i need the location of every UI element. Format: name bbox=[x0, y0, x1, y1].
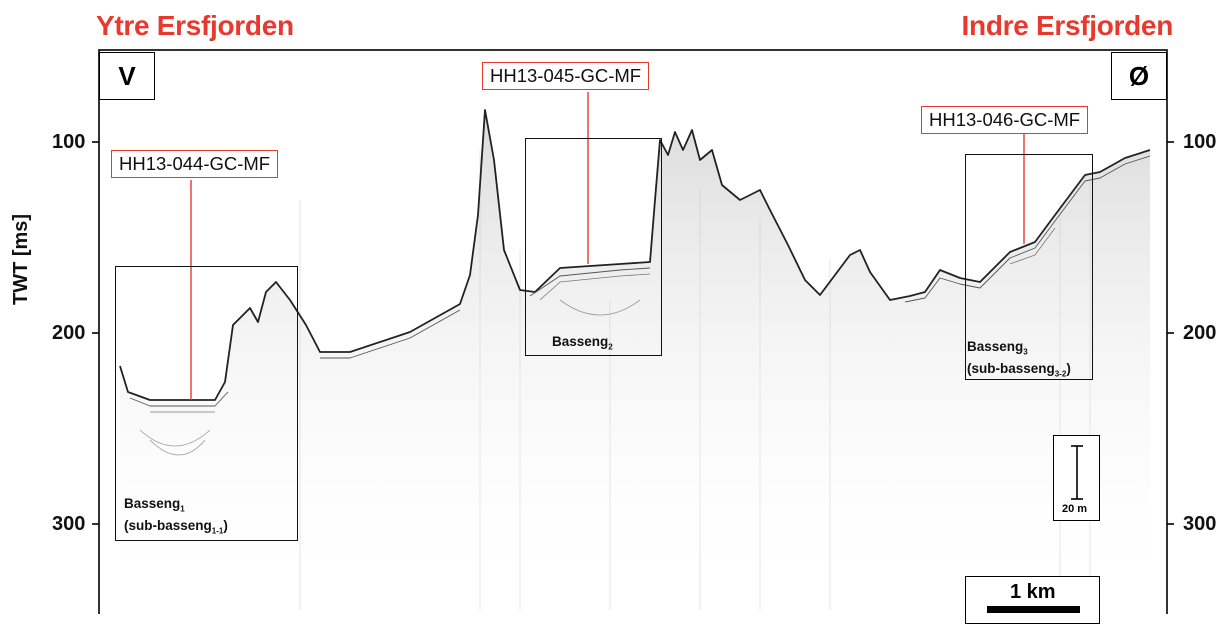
basin-3-sub-subscript: 3-2 bbox=[1054, 369, 1067, 379]
sub-bottom-reflectors bbox=[139, 299, 641, 456]
core-lines bbox=[190, 92, 1025, 400]
horizontal-scale-box: 1 km bbox=[965, 576, 1100, 624]
y-axis-title: TWT [ms] bbox=[10, 213, 32, 305]
vertical-scale-label: 20 m bbox=[1062, 503, 1088, 515]
basin-1-sub-close: ) bbox=[223, 517, 228, 533]
direction-east-box: Ø bbox=[1111, 52, 1167, 100]
tick-marks bbox=[92, 141, 1174, 525]
basin-3-label: Basseng3 (sub-basseng3-2) bbox=[967, 339, 1071, 382]
y-tick-left-100: 100 bbox=[52, 131, 86, 153]
y-tick-right-300: 300 bbox=[1183, 513, 1217, 535]
y-tick-left-200: 200 bbox=[52, 322, 86, 344]
basin-1-sub-label: (sub-basseng bbox=[124, 517, 212, 533]
core-label-045: HH13-045-GC-MF bbox=[482, 62, 650, 90]
direction-west-box: V bbox=[99, 52, 155, 100]
basin-1-name: Basseng bbox=[124, 496, 181, 511]
basin-3-sub-close: ) bbox=[1066, 360, 1071, 376]
vertical-scale-bar bbox=[1071, 445, 1083, 500]
basin-2-box bbox=[525, 138, 662, 356]
basin-3-box bbox=[965, 154, 1093, 380]
basin-2-label: Basseng2 bbox=[552, 334, 613, 356]
basin-3-subscript: 3 bbox=[1023, 347, 1028, 357]
core-label-044: HH13-044-GC-MF bbox=[111, 150, 279, 178]
core-label-046: HH13-046-GC-MF bbox=[921, 106, 1089, 134]
horizontal-scale-label: 1 km bbox=[1010, 581, 1056, 603]
header-ytre-ersfjorden: Ytre Ersfjorden bbox=[96, 10, 294, 41]
basin-2-name: Basseng bbox=[552, 334, 609, 349]
y-tick-right-100: 100 bbox=[1183, 131, 1217, 153]
horizontal-scale-bar bbox=[987, 606, 1080, 613]
basin-3-sub-label: (sub-basseng bbox=[967, 360, 1055, 376]
seabed-reflector bbox=[119, 109, 1151, 413]
y-tick-left-300: 300 bbox=[52, 513, 86, 535]
basin-1-label: Basseng1 (sub-basseng1-1) bbox=[124, 496, 228, 539]
basin-3-name: Basseng bbox=[967, 339, 1024, 354]
basin-1-box bbox=[115, 266, 298, 541]
header-indre-ersfjorden: Indre Ersfjorden bbox=[961, 10, 1174, 41]
basin-2-subscript: 2 bbox=[608, 342, 613, 352]
y-tick-right-200: 200 bbox=[1183, 322, 1217, 344]
seabed-shading bbox=[120, 110, 1150, 610]
basin-1-subscript: 1 bbox=[180, 504, 185, 514]
vertical-scale-box: 20 m bbox=[1053, 435, 1100, 521]
basin-1-sub-subscript: 1-1 bbox=[211, 526, 224, 536]
